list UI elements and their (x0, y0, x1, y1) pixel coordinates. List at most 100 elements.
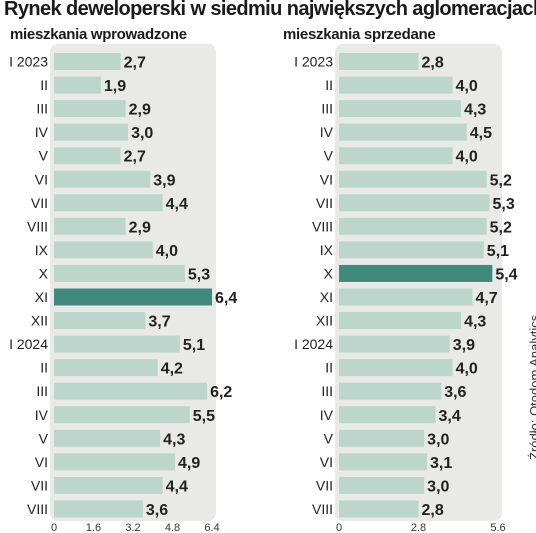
right-value-label: 3,9 (453, 337, 475, 354)
left-tick-label: 0 (51, 522, 57, 533)
left-bar (54, 170, 151, 188)
left-bar (54, 264, 185, 282)
left-value-label: 3,0 (131, 125, 153, 142)
right-bar (339, 335, 450, 353)
right-bar (339, 288, 473, 306)
right-bar (339, 147, 453, 165)
left-category-label: VII (31, 477, 48, 493)
right-value-label: 5,3 (492, 196, 514, 213)
right-bar (339, 359, 453, 377)
left-category-label: VIII (27, 501, 48, 517)
left-value-label: 5,1 (183, 337, 205, 354)
right-bar (339, 500, 419, 518)
right-category-label: IX (320, 242, 334, 258)
right-category-label: XI (320, 289, 333, 305)
left-bar (54, 359, 158, 377)
right-category-label: IV (320, 407, 334, 423)
left-category-label: XII (31, 313, 48, 329)
left-category-label: V (39, 148, 49, 164)
left-category-label: II (40, 77, 48, 93)
left-value-label: 4,0 (156, 243, 178, 260)
right-category-label: VIII (312, 501, 333, 517)
chart-title: Rynek deweloperski w siedmiu największyc… (4, 0, 536, 20)
left-bar (54, 453, 175, 471)
left-bar (54, 429, 161, 447)
left-bar (54, 194, 163, 212)
left-bar (54, 241, 153, 259)
left-tick-label: 4.8 (165, 522, 180, 533)
right-bar (339, 241, 484, 259)
right-bar (339, 406, 436, 424)
right-value-label: 4,3 (464, 314, 486, 331)
left-value-label: 4,2 (161, 361, 183, 378)
left-bar (54, 406, 190, 424)
left-category-label: I 2024 (9, 336, 48, 352)
right-bar (339, 123, 467, 141)
right-tick-label: 0 (336, 522, 342, 533)
right-value-label: 4,0 (456, 149, 478, 166)
right-bar (339, 312, 462, 330)
left-bar (54, 382, 208, 400)
right-value-label: 2,8 (422, 55, 444, 72)
left-value-label: 4,9 (178, 455, 200, 472)
left-bar (54, 500, 143, 518)
right-tick-label: 5.6 (490, 522, 505, 533)
right-value-label: 3,6 (444, 384, 466, 401)
left-category-label: XI (35, 289, 48, 305)
right-bar (339, 194, 490, 212)
left-bar (54, 123, 129, 141)
right-value-label: 3,1 (430, 455, 452, 472)
right-chart-subtitle: mieszkania sprzedane (283, 26, 436, 43)
left-category-label: I 2023 (9, 54, 48, 70)
right-bar (339, 453, 428, 471)
left-category-label: IV (35, 407, 49, 423)
right-category-label: V (324, 148, 334, 164)
left-bar (54, 217, 126, 235)
right-bar (339, 476, 425, 494)
right-category-label: II (325, 360, 333, 376)
left-bar (54, 476, 163, 494)
right-category-label: IV (320, 124, 334, 140)
left-bar (54, 53, 121, 70)
right-category-label: III (321, 101, 333, 117)
left-value-label: 4,4 (166, 478, 188, 495)
left-category-label: VIII (27, 218, 48, 234)
left-value-label: 5,5 (193, 408, 215, 425)
right-category-label: VIII (312, 218, 333, 234)
left-value-label: 1,9 (104, 78, 126, 95)
right-category-label: III (321, 383, 333, 399)
right-value-label: 4,7 (475, 290, 497, 307)
left-bar (54, 312, 146, 330)
left-category-label: IV (35, 124, 49, 140)
right-value-label: 4,0 (456, 361, 478, 378)
left-value-label: 3,9 (153, 172, 175, 189)
source-note: Źródło: Otodom Analytics (527, 314, 536, 460)
right-category-label: VI (320, 454, 333, 470)
left-category-label: VII (31, 195, 48, 211)
right-category-label: II (325, 77, 333, 93)
left-bar (54, 76, 101, 94)
left-category-label: III (36, 383, 48, 399)
left-category-label: IX (35, 242, 49, 258)
left-tick-label: 3.2 (125, 522, 140, 533)
right-bar (339, 382, 442, 400)
left-value-label: 4,3 (163, 431, 185, 448)
left-bar (54, 147, 121, 165)
right-category-label: I 2024 (294, 336, 333, 352)
right-category-label: VII (316, 477, 333, 493)
right-category-label: I 2023 (294, 54, 333, 70)
right-value-label: 4,0 (456, 78, 478, 95)
left-tick-label: 6.4 (204, 522, 219, 533)
right-bar (339, 170, 487, 188)
right-category-label: X (324, 265, 334, 281)
left-value-label: 3,7 (148, 314, 170, 331)
right-value-label: 5,2 (490, 172, 512, 189)
right-value-label: 5,2 (490, 219, 512, 236)
left-tick-label: 1.6 (86, 522, 101, 533)
right-value-label: 4,3 (464, 102, 486, 119)
left-value-label: 2,9 (129, 102, 151, 119)
left-bar (54, 100, 126, 118)
right-value-label: 3,0 (427, 431, 449, 448)
left-value-label: 6,2 (210, 384, 232, 401)
